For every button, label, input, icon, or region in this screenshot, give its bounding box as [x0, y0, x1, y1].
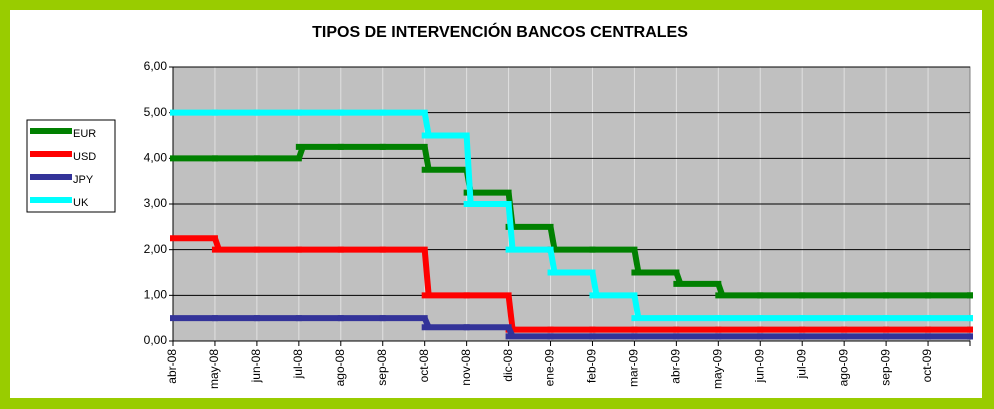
x-tick-label: sep-09: [878, 349, 892, 386]
step-connector: [631, 249, 642, 274]
x-tick-label: mar-09: [627, 349, 641, 387]
x-tick-label: jun-08: [249, 349, 263, 384]
step-connector: [421, 146, 432, 171]
step-connector: [463, 135, 474, 205]
x-tick-label: jul-09: [794, 349, 808, 380]
x-tick-label: jul-08: [291, 349, 305, 380]
legend-label: UK: [73, 197, 89, 209]
x-tick-label: dic-08: [501, 349, 515, 382]
step-connector: [421, 112, 432, 137]
x-tick-label: ene-09: [543, 349, 557, 387]
step-connector: [505, 294, 516, 330]
legend-label: USD: [73, 151, 96, 163]
chart-title: TIPOS DE INTERVENCIÓN BANCOS CENTRALES: [312, 22, 688, 41]
x-tick-label: oct-09: [920, 349, 934, 383]
step-connector: [547, 226, 558, 251]
step-connector: [421, 249, 432, 296]
x-tick-label: feb-09: [585, 349, 599, 383]
legend: [26, 119, 116, 213]
y-tick-label: 5,00: [144, 105, 168, 119]
x-tick-label: ago-08: [333, 349, 347, 387]
x-tick-label: may-08: [207, 349, 221, 389]
y-tick-label: 4,00: [144, 151, 168, 165]
legend-label: EUR: [73, 128, 96, 140]
x-tick-label: oct-08: [417, 349, 431, 383]
y-tick-label: 0,00: [144, 333, 168, 347]
y-tick-label: 3,00: [144, 196, 168, 210]
y-tick-label: 1,00: [144, 288, 168, 302]
step-connector: [505, 203, 516, 250]
x-tick-label: abr-08: [165, 349, 179, 384]
x-tick-label: nov-08: [459, 349, 473, 386]
step-connector: [631, 294, 642, 319]
legend-label: JPY: [73, 174, 94, 186]
y-tick-label: 2,00: [144, 242, 168, 256]
x-tick-label: may-09: [710, 349, 724, 389]
x-tick-label: jun-09: [752, 349, 766, 384]
x-tick-label: sep-08: [375, 349, 389, 386]
step-connector: [547, 249, 558, 274]
x-tick-label: ago-09: [836, 349, 850, 387]
y-tick-label: 6,00: [144, 59, 168, 73]
x-tick-label: abr-09: [669, 349, 683, 384]
step-connector: [589, 271, 600, 296]
